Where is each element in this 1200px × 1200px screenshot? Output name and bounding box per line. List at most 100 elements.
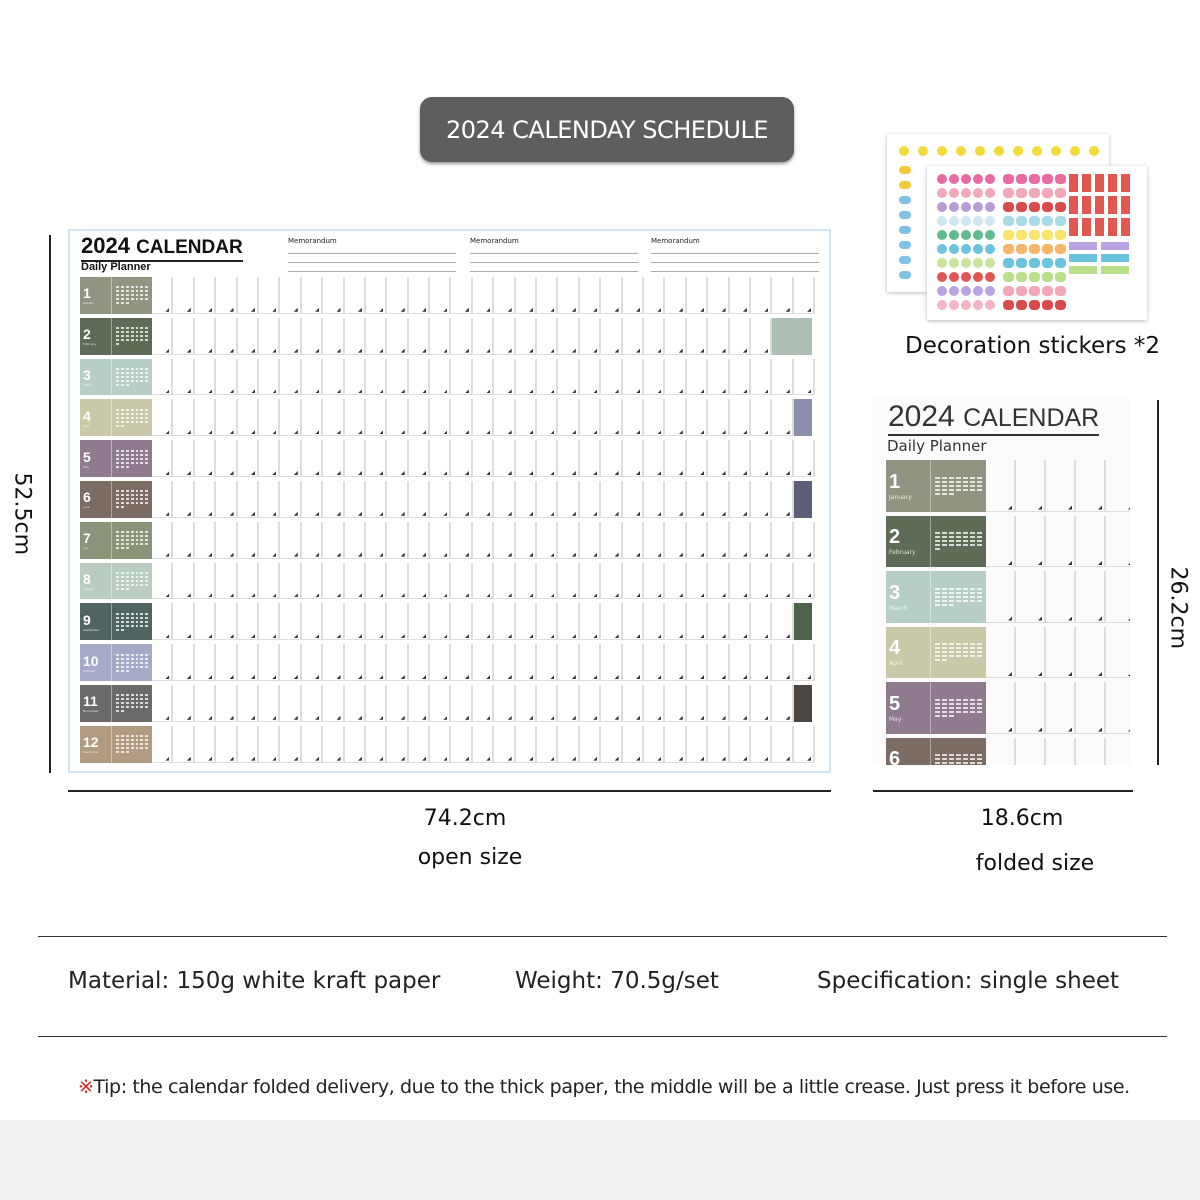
day-cell [537,277,559,314]
day-cell [622,277,644,314]
tip-note: ※Tip: the calendar folded delivery, due … [78,1076,1130,1098]
day-cell [301,440,324,477]
day-cell [665,358,687,396]
day-cell [173,440,195,477]
sticker [1029,188,1040,198]
day-cell [986,460,1016,512]
day-cell [643,440,666,477]
day-cell [258,603,281,641]
month-block: 5 May [80,440,152,477]
day-cell [729,358,751,396]
day-cell [708,521,730,559]
day-cell [537,481,559,518]
sticker [1069,174,1078,192]
day-cell [408,562,431,600]
day-cell [601,277,623,314]
mini-calendar [931,738,986,766]
day-cell [750,358,773,396]
day-cell [643,562,666,600]
day-cell [430,644,452,681]
day-cell [494,358,516,396]
day-cell [515,399,538,437]
day-cell [344,358,366,396]
month-block: 1 January [886,460,986,512]
day-cell [387,277,409,314]
day-cell [686,277,709,314]
day-cell [750,521,773,559]
day-cell [665,481,687,518]
day-cell [579,521,602,559]
day-cell [494,481,516,518]
weight-spec: Weight: 70.5g/set [515,968,719,994]
day-cell [622,725,644,763]
sticker [1029,244,1040,254]
day-cell [152,481,174,518]
day-cell [387,317,409,355]
day-cell [665,562,687,600]
day-cell [301,277,324,314]
day-cell [772,644,794,681]
day-cell [216,603,238,641]
month-block: 8 August [80,562,152,600]
day-cell [708,481,730,518]
sticker [1016,174,1027,184]
day-cell [323,399,345,437]
month-number: 3 [83,366,91,383]
sticker [1069,196,1078,214]
sticker [961,258,971,268]
day-cell [579,358,602,396]
day-cell [258,562,281,600]
day-cell [216,277,238,314]
day-cell [173,521,195,559]
day-cell [451,440,473,477]
day-cell [237,603,259,641]
day-cell [216,399,238,437]
day-cell [601,317,623,355]
day-cell [622,481,644,518]
day-cell [494,685,516,722]
sticker [949,258,959,268]
day-cell [494,440,516,477]
day-cell [537,440,559,477]
width-dimension-line [68,790,831,792]
day-cell [1076,515,1106,567]
sticker [1003,230,1014,240]
month-number: 4 [889,637,901,660]
day-cell [558,481,580,518]
day-cell [451,358,473,396]
day-cell [772,603,794,641]
day-cell [173,399,195,437]
month-row: 2 February [886,515,1130,567]
day-cell [194,358,217,396]
calendar-year: 2024 [888,400,955,433]
sticker [961,244,971,254]
sticker [1108,196,1117,214]
day-cell [793,277,816,314]
day-cell [280,725,302,763]
day-cell [323,603,345,641]
day-cell [237,685,259,722]
weather-sticker [899,211,911,219]
material-spec: Material: 150g white kraft paper [68,968,441,994]
day-cell [301,399,324,437]
month-block: 1 January [80,277,152,314]
day-cell [280,521,302,559]
day-cell [515,277,538,314]
sticker [937,272,947,282]
sticker [937,188,947,198]
open-width-label: 74.2cm [423,806,507,831]
day-cell [472,562,495,600]
sun-sticker [1070,146,1080,156]
day-cell [750,644,773,681]
day-cell [152,603,174,641]
day-cell [643,685,666,722]
day-cell [216,725,238,763]
mini-calendar [112,399,152,436]
day-cell [430,603,452,641]
day-cell [772,685,794,722]
sticker [1003,174,1014,184]
day-cell [430,725,452,763]
sticker [1101,266,1129,274]
folded-calendar-image: 2024 CALENDAR Daily Planner 1 January 2 Feb… [872,398,1130,765]
sticker [1016,188,1027,198]
